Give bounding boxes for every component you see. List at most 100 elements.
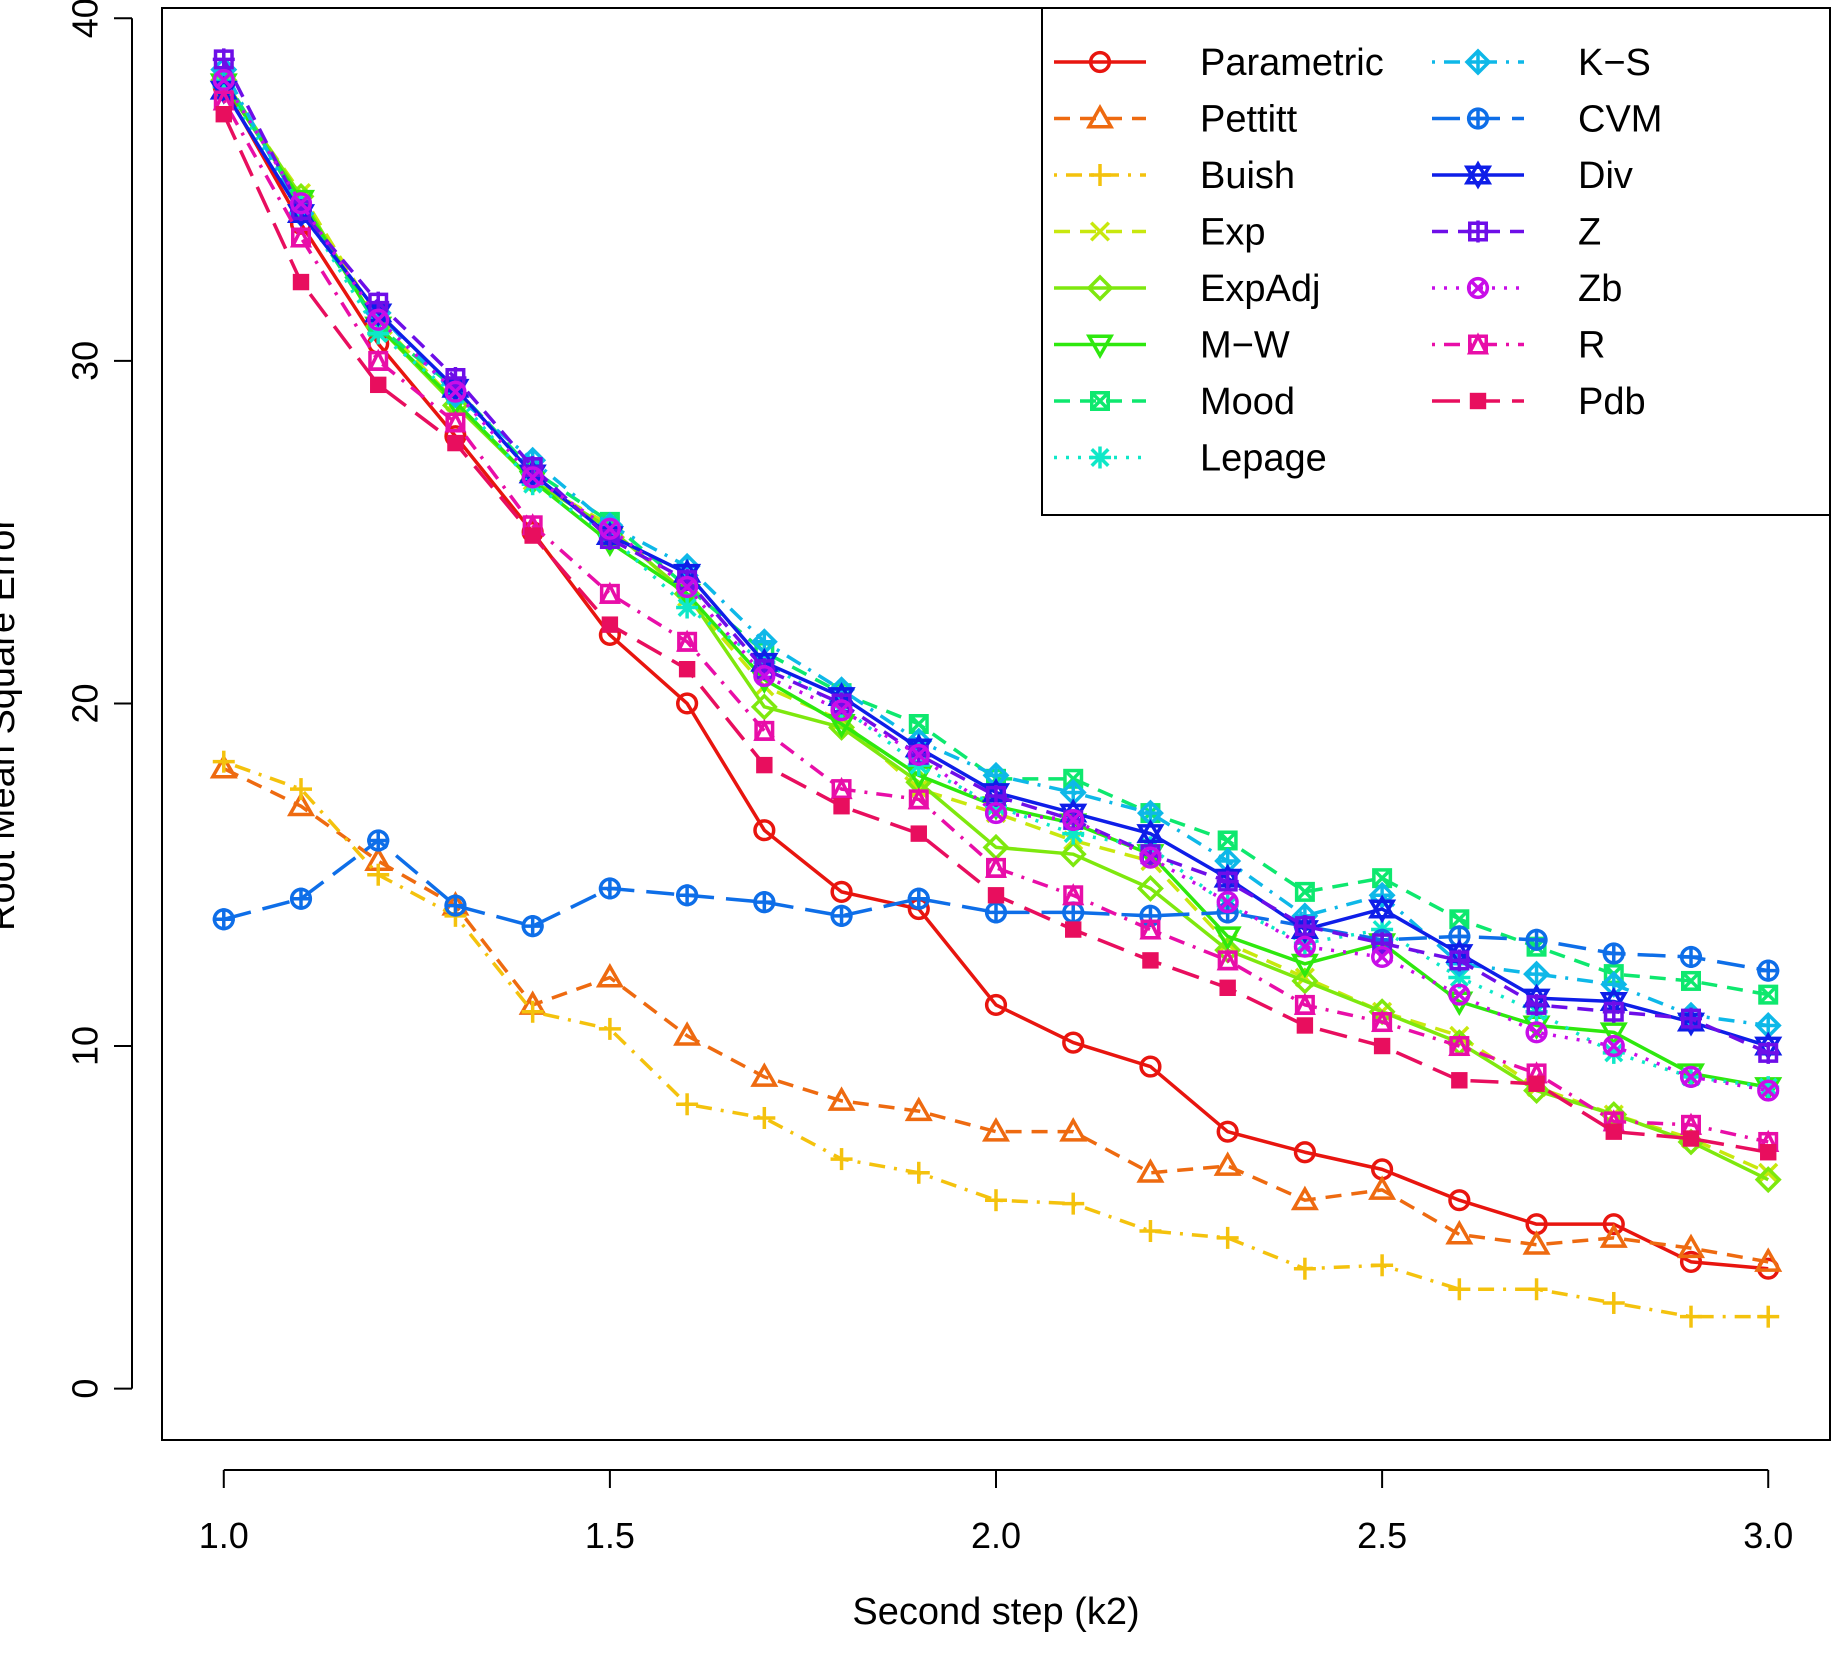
data-point [289, 192, 313, 215]
data-point [830, 1148, 853, 1171]
series-line [222, 85, 1769, 1271]
data-point [984, 901, 1008, 924]
data-point [907, 787, 930, 810]
data-point [676, 596, 699, 619]
data-point [830, 904, 853, 927]
legend-swatch-marker [1466, 332, 1490, 355]
data-point [1136, 1158, 1165, 1183]
data-point [367, 863, 390, 886]
data-point [1293, 992, 1316, 1015]
y-tick-label: 40 [65, 0, 106, 38]
data-point [444, 410, 467, 433]
data-point [595, 962, 624, 988]
data-point [1216, 891, 1239, 914]
data-point [1065, 921, 1082, 938]
data-point [1451, 1072, 1468, 1089]
data-point [984, 855, 1008, 878]
data-point [907, 743, 930, 766]
legend-label: Pdb [1578, 381, 1646, 423]
series-line [222, 79, 1769, 1093]
data-point [444, 894, 467, 917]
legend-label: Div [1578, 155, 1633, 197]
data-point [521, 915, 544, 938]
data-point [676, 1093, 699, 1116]
legend-swatch-marker [1466, 276, 1490, 300]
data-point [1293, 1141, 1316, 1164]
data-point [1445, 1219, 1474, 1245]
data-point [1216, 1226, 1239, 1249]
data-point [673, 1021, 702, 1046]
legend-entry: Z [1432, 212, 1601, 254]
legend-box [1041, 7, 1831, 516]
data-point [1373, 1037, 1391, 1055]
legend-swatch-marker [1469, 392, 1487, 410]
data-point [984, 801, 1008, 825]
data-point [598, 517, 621, 540]
legend-label: M−W [1200, 325, 1290, 367]
data-point [1602, 1213, 1625, 1236]
data-point [1602, 942, 1625, 965]
data-point [1371, 945, 1394, 969]
data-point [209, 754, 238, 779]
legend-label: Lepage [1200, 438, 1327, 480]
legend-swatch-marker [1088, 50, 1112, 74]
data-point [1216, 948, 1239, 971]
data-point [753, 664, 776, 688]
data-point [1448, 949, 1471, 972]
data-point [370, 376, 387, 394]
data-point [1525, 1278, 1548, 1301]
data-point [1448, 1278, 1471, 1301]
legend-label: Mood [1200, 381, 1295, 423]
legend-entry: ExpAdj [1054, 268, 1320, 310]
data-point [289, 225, 313, 248]
data-point [1757, 959, 1780, 982]
data-point [1213, 926, 1242, 951]
series-layer [209, 48, 1783, 1328]
data-point [367, 308, 390, 331]
data-point [1525, 1021, 1548, 1044]
data-point [521, 1000, 544, 1023]
data-point [1754, 1247, 1783, 1272]
series-line [222, 68, 1769, 1028]
legend-entry: CVM [1432, 99, 1662, 141]
data-point [212, 908, 235, 931]
legend-swatch-marker [1089, 164, 1111, 186]
data-point [1681, 970, 1701, 991]
legend-entry: Pdb [1432, 381, 1646, 423]
legend-swatch-marker [1463, 160, 1493, 190]
data-point [1139, 1220, 1162, 1243]
legend-label: ExpAdj [1200, 268, 1320, 310]
x-axis: 1.0 1.5 2.0 2.5 3.0 [199, 1469, 1793, 1556]
y-tick-label: 30 [65, 341, 106, 381]
data-point [907, 1161, 930, 1184]
data-point [1296, 1017, 1314, 1034]
legend-entry: Exp [1054, 212, 1265, 254]
data-point [598, 877, 621, 900]
data-point [1371, 1009, 1394, 1033]
data-point [1602, 1034, 1625, 1058]
data-point [1219, 979, 1236, 996]
data-point [1528, 1075, 1545, 1092]
data-point [1136, 819, 1165, 849]
series-12 [212, 68, 1780, 1102]
data-point [904, 1096, 933, 1122]
data-point [1679, 1250, 1703, 1273]
data-point [1525, 993, 1548, 1016]
legend-entry: Zb [1432, 268, 1622, 310]
legend-entry: Buish [1054, 155, 1295, 197]
data-point [1676, 1063, 1706, 1088]
data-point [367, 348, 390, 371]
data-point [753, 891, 776, 914]
legend-swatch-marker [1089, 221, 1111, 242]
data-point [521, 466, 544, 489]
data-point [1213, 1151, 1242, 1176]
data-point [598, 581, 621, 604]
data-point [215, 106, 232, 123]
data-point [290, 778, 312, 801]
data-point [1525, 928, 1548, 951]
data-point [598, 1017, 621, 1040]
legend-label: Exp [1200, 212, 1265, 254]
data-point [1676, 1233, 1706, 1259]
data-point [830, 776, 853, 800]
data-point [830, 699, 853, 722]
